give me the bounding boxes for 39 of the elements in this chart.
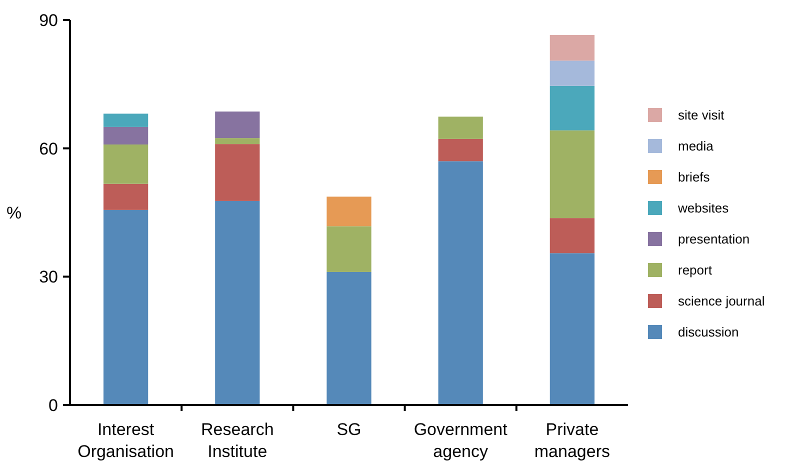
bar [215,144,260,201]
bar [326,272,372,405]
bar [215,112,260,138]
bar [550,130,595,218]
legend-label: media [678,138,714,154]
x-tick-label: Government agency [414,420,508,461]
bar [550,60,595,86]
legend-label: report [678,262,712,278]
y-tick-label: 0 [48,396,58,415]
bar [103,114,148,127]
legend-label: presentation [678,232,750,247]
bar [103,126,148,144]
bar [215,200,260,405]
bar [550,86,595,130]
bar [326,196,372,226]
legend-label: discussion [678,324,739,340]
x-tick-label: Interest Organisation [78,420,174,461]
legend-label: science journal [678,294,765,309]
bar [438,161,483,405]
y-tick-label: 60 [39,139,58,158]
legend-label: briefs [678,170,710,185]
x-tick-label: SG [336,420,362,439]
y-axis-title: % [6,203,22,222]
bar [550,218,595,254]
bar [103,184,148,210]
bar [103,144,148,184]
y-tick-label: 90 [39,10,58,30]
y-tick-label: 30 [39,268,58,287]
x-tick-label: Research Institute [201,420,274,461]
bar [550,34,595,61]
bar [438,138,483,162]
bar [103,210,148,405]
bar [438,116,483,139]
bar [215,138,260,144]
legend-label: site visit [678,108,725,123]
bar [326,226,372,272]
bar [550,253,595,405]
x-tick-label: Private managers [534,420,610,461]
legend-label: websites [677,200,730,216]
